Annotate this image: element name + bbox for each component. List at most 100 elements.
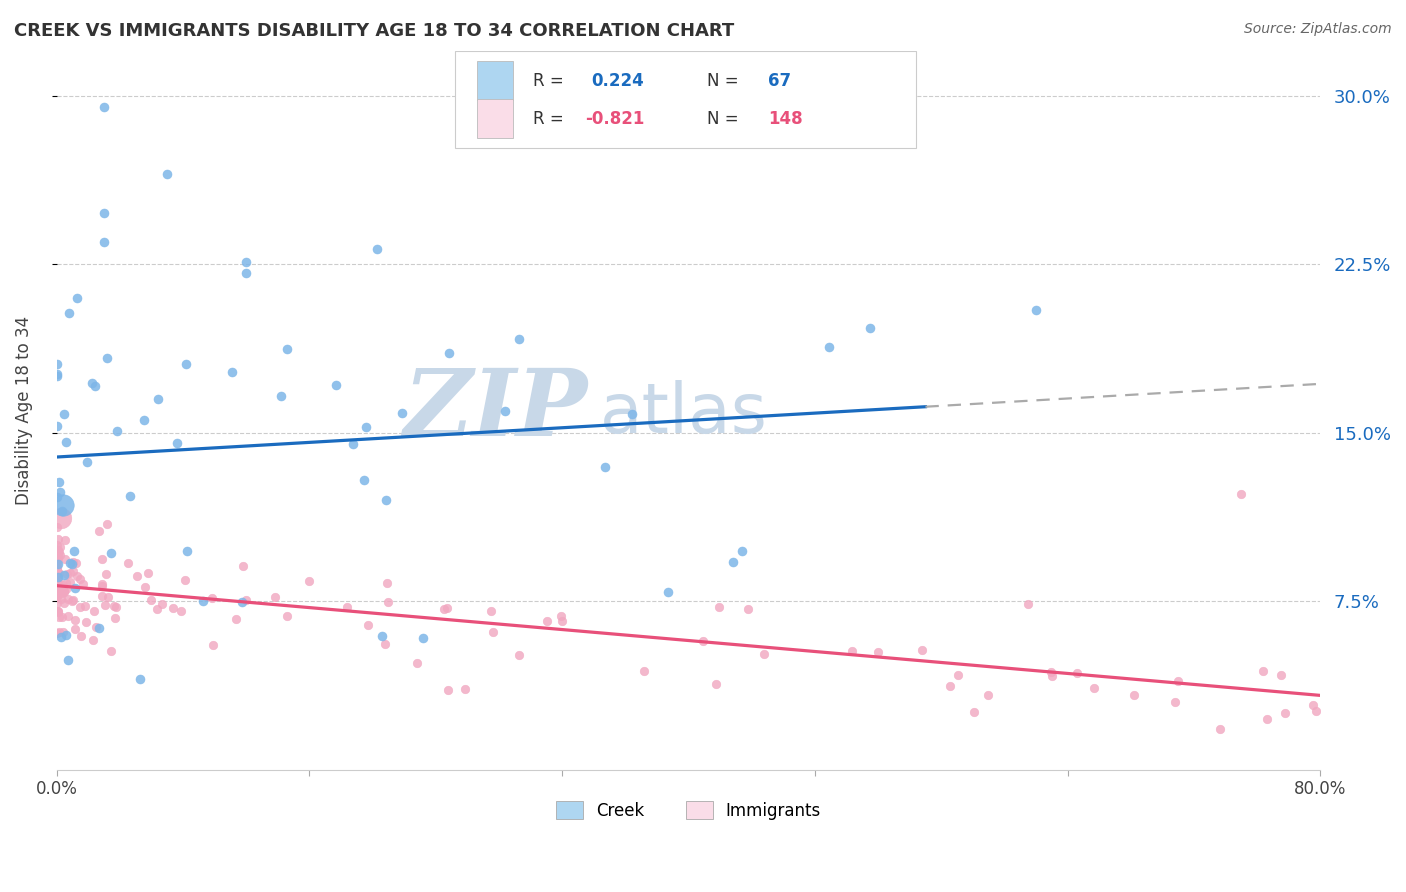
- Point: [353, 473, 375, 487]
- Point: [536, 615, 558, 629]
- Point: [55, 575, 77, 590]
- Point: [48, 609, 70, 624]
- Point: [46, 567, 69, 582]
- Point: [145, 602, 167, 616]
- FancyBboxPatch shape: [478, 61, 513, 100]
- Point: [127, 568, 149, 582]
- Point: [52, 578, 75, 592]
- Point: [45, 586, 67, 600]
- Y-axis label: Disability Age 18 to 34: Disability Age 18 to 34: [15, 316, 32, 505]
- Point: [633, 664, 655, 678]
- Point: [91, 589, 114, 603]
- Point: [66, 568, 89, 582]
- Point: [49, 540, 72, 554]
- Point: [938, 679, 960, 693]
- Point: [1302, 698, 1324, 712]
- Point: [45, 368, 67, 383]
- Point: [66, 291, 89, 305]
- Point: [63, 623, 86, 637]
- Point: [46, 596, 69, 610]
- Point: [136, 566, 159, 581]
- Point: [53, 595, 76, 609]
- Point: [134, 413, 156, 427]
- Point: [176, 544, 198, 558]
- Point: [1017, 597, 1039, 611]
- Point: [72, 576, 94, 591]
- Point: [60, 594, 83, 608]
- Point: [118, 489, 141, 503]
- Point: [52, 498, 75, 512]
- Point: [55, 533, 77, 547]
- Point: [433, 602, 456, 616]
- Point: [946, 667, 969, 681]
- Point: [692, 634, 714, 648]
- Point: [104, 599, 127, 614]
- Point: [84, 378, 107, 392]
- Point: [46, 545, 69, 559]
- Point: [593, 460, 616, 475]
- Point: [56, 592, 79, 607]
- Point: [53, 584, 76, 599]
- Point: [976, 689, 998, 703]
- Point: [910, 642, 932, 657]
- Point: [482, 625, 505, 640]
- Point: [1164, 695, 1187, 709]
- Point: [48, 569, 70, 583]
- Point: [117, 557, 139, 571]
- Point: [53, 552, 76, 566]
- Point: [377, 595, 399, 609]
- Point: [454, 681, 477, 696]
- Point: [336, 600, 359, 615]
- Point: [342, 437, 364, 451]
- Point: [276, 608, 298, 623]
- Point: [375, 492, 398, 507]
- Point: [58, 608, 80, 623]
- Point: [90, 552, 112, 566]
- Legend: Creek, Immigrants: Creek, Immigrants: [550, 795, 828, 826]
- Point: [707, 599, 730, 614]
- Point: [235, 592, 257, 607]
- Point: [84, 620, 107, 634]
- Point: [146, 392, 169, 406]
- Point: [97, 590, 120, 604]
- Point: [51, 511, 73, 525]
- Point: [103, 599, 125, 614]
- Point: [377, 576, 399, 591]
- Point: [704, 676, 727, 690]
- Point: [391, 406, 413, 420]
- Point: [201, 638, 224, 652]
- Point: [45, 490, 67, 504]
- Point: [46, 559, 69, 574]
- Point: [412, 631, 434, 645]
- Point: [1270, 667, 1292, 681]
- Point: [59, 574, 82, 589]
- Point: [1025, 302, 1047, 317]
- Point: [83, 604, 105, 618]
- Point: [65, 556, 87, 570]
- Point: [56, 653, 79, 667]
- Text: 0.224: 0.224: [591, 72, 644, 90]
- Point: [46, 588, 69, 602]
- Point: [46, 575, 69, 590]
- Point: [45, 419, 67, 434]
- Text: CREEK VS IMMIGRANTS DISABILITY AGE 18 TO 34 CORRELATION CHART: CREEK VS IMMIGRANTS DISABILITY AGE 18 TO…: [14, 22, 734, 40]
- Point: [841, 644, 863, 658]
- Point: [45, 367, 67, 381]
- Point: [221, 365, 243, 379]
- Point: [1040, 665, 1063, 679]
- Point: [437, 683, 460, 698]
- Point: [141, 593, 163, 607]
- Point: [62, 592, 84, 607]
- Point: [58, 306, 80, 320]
- Point: [325, 377, 347, 392]
- Point: [75, 615, 97, 629]
- Point: [174, 357, 197, 371]
- Point: [371, 629, 394, 643]
- Point: [46, 556, 69, 570]
- Point: [134, 580, 156, 594]
- Point: [62, 555, 84, 569]
- Point: [45, 569, 67, 583]
- Point: [48, 566, 70, 580]
- Point: [93, 205, 115, 219]
- Point: [63, 581, 86, 595]
